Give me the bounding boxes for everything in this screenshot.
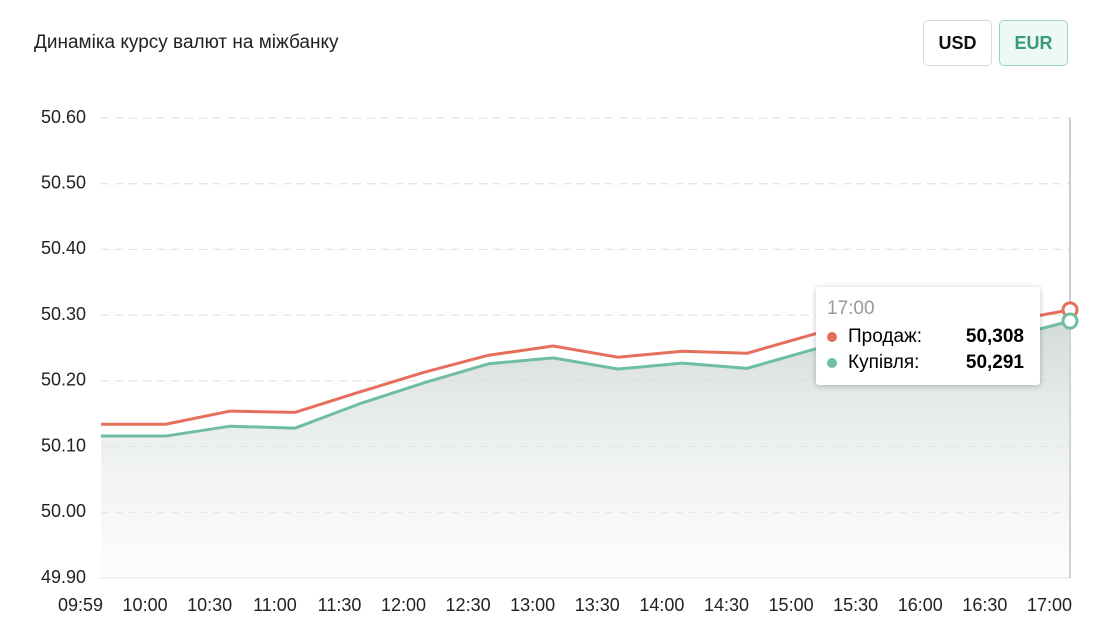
x-tick-label: 12:30 <box>446 595 491 615</box>
tooltip-label: Продаж: <box>848 326 923 347</box>
tooltip-row: Купівля: 50,291 <box>827 351 1024 375</box>
y-tick-label: 50.30 <box>41 304 86 324</box>
x-tick-label: 16:30 <box>962 595 1007 615</box>
x-tick-label: 11:30 <box>318 595 362 615</box>
tooltip: 17:00 Продаж: 50,308 Купівля: 50,291 <box>816 287 1040 385</box>
area <box>101 321 1070 578</box>
currency-button[interactable]: USD <box>923 20 992 66</box>
x-tick-label: 14:30 <box>704 595 749 615</box>
x-tick-label: 10:00 <box>123 595 168 615</box>
x-tick-label: 09:59 <box>58 595 103 615</box>
tooltip-dot <box>827 332 837 342</box>
x-tick-label: 14:00 <box>639 595 684 615</box>
x-tick-label: 11:00 <box>253 595 297 615</box>
x-tick-label: 13:00 <box>510 595 555 615</box>
hover-point <box>1061 312 1079 330</box>
x-tick-label: 17:00 <box>1027 595 1072 615</box>
tooltip-value: 50,308 <box>965 326 1024 347</box>
y-tick-label: 50.50 <box>41 172 86 192</box>
tooltip-row: Продаж: 50,308 <box>827 325 1024 349</box>
y-tick-label: 49.90 <box>41 567 86 587</box>
page-title: Динаміка курсу валют на міжбанку <box>34 32 339 53</box>
tooltip-value: 50,291 <box>965 352 1024 373</box>
x-tick-label: 16:00 <box>898 595 943 615</box>
x-tick-label: 15:00 <box>769 595 814 615</box>
currency-button[interactable]: EUR <box>999 20 1068 66</box>
y-tick-label: 50.10 <box>41 435 86 455</box>
y-tick-label: 50.20 <box>41 370 86 390</box>
x-tick-label: 13:30 <box>575 595 620 615</box>
x-tick-label: 12:00 <box>381 595 426 615</box>
tooltip-label: Купівля: <box>848 352 920 373</box>
tooltip-time: 17:00 <box>827 298 875 319</box>
x-tick-label: 10:30 <box>187 595 232 615</box>
y-tick-label: 50.00 <box>41 501 86 521</box>
y-tick-label: 50.60 <box>41 107 86 127</box>
y-tick-label: 50.40 <box>41 238 86 258</box>
x-tick-label: 15:30 <box>833 595 878 615</box>
tooltip-dot <box>827 358 837 368</box>
